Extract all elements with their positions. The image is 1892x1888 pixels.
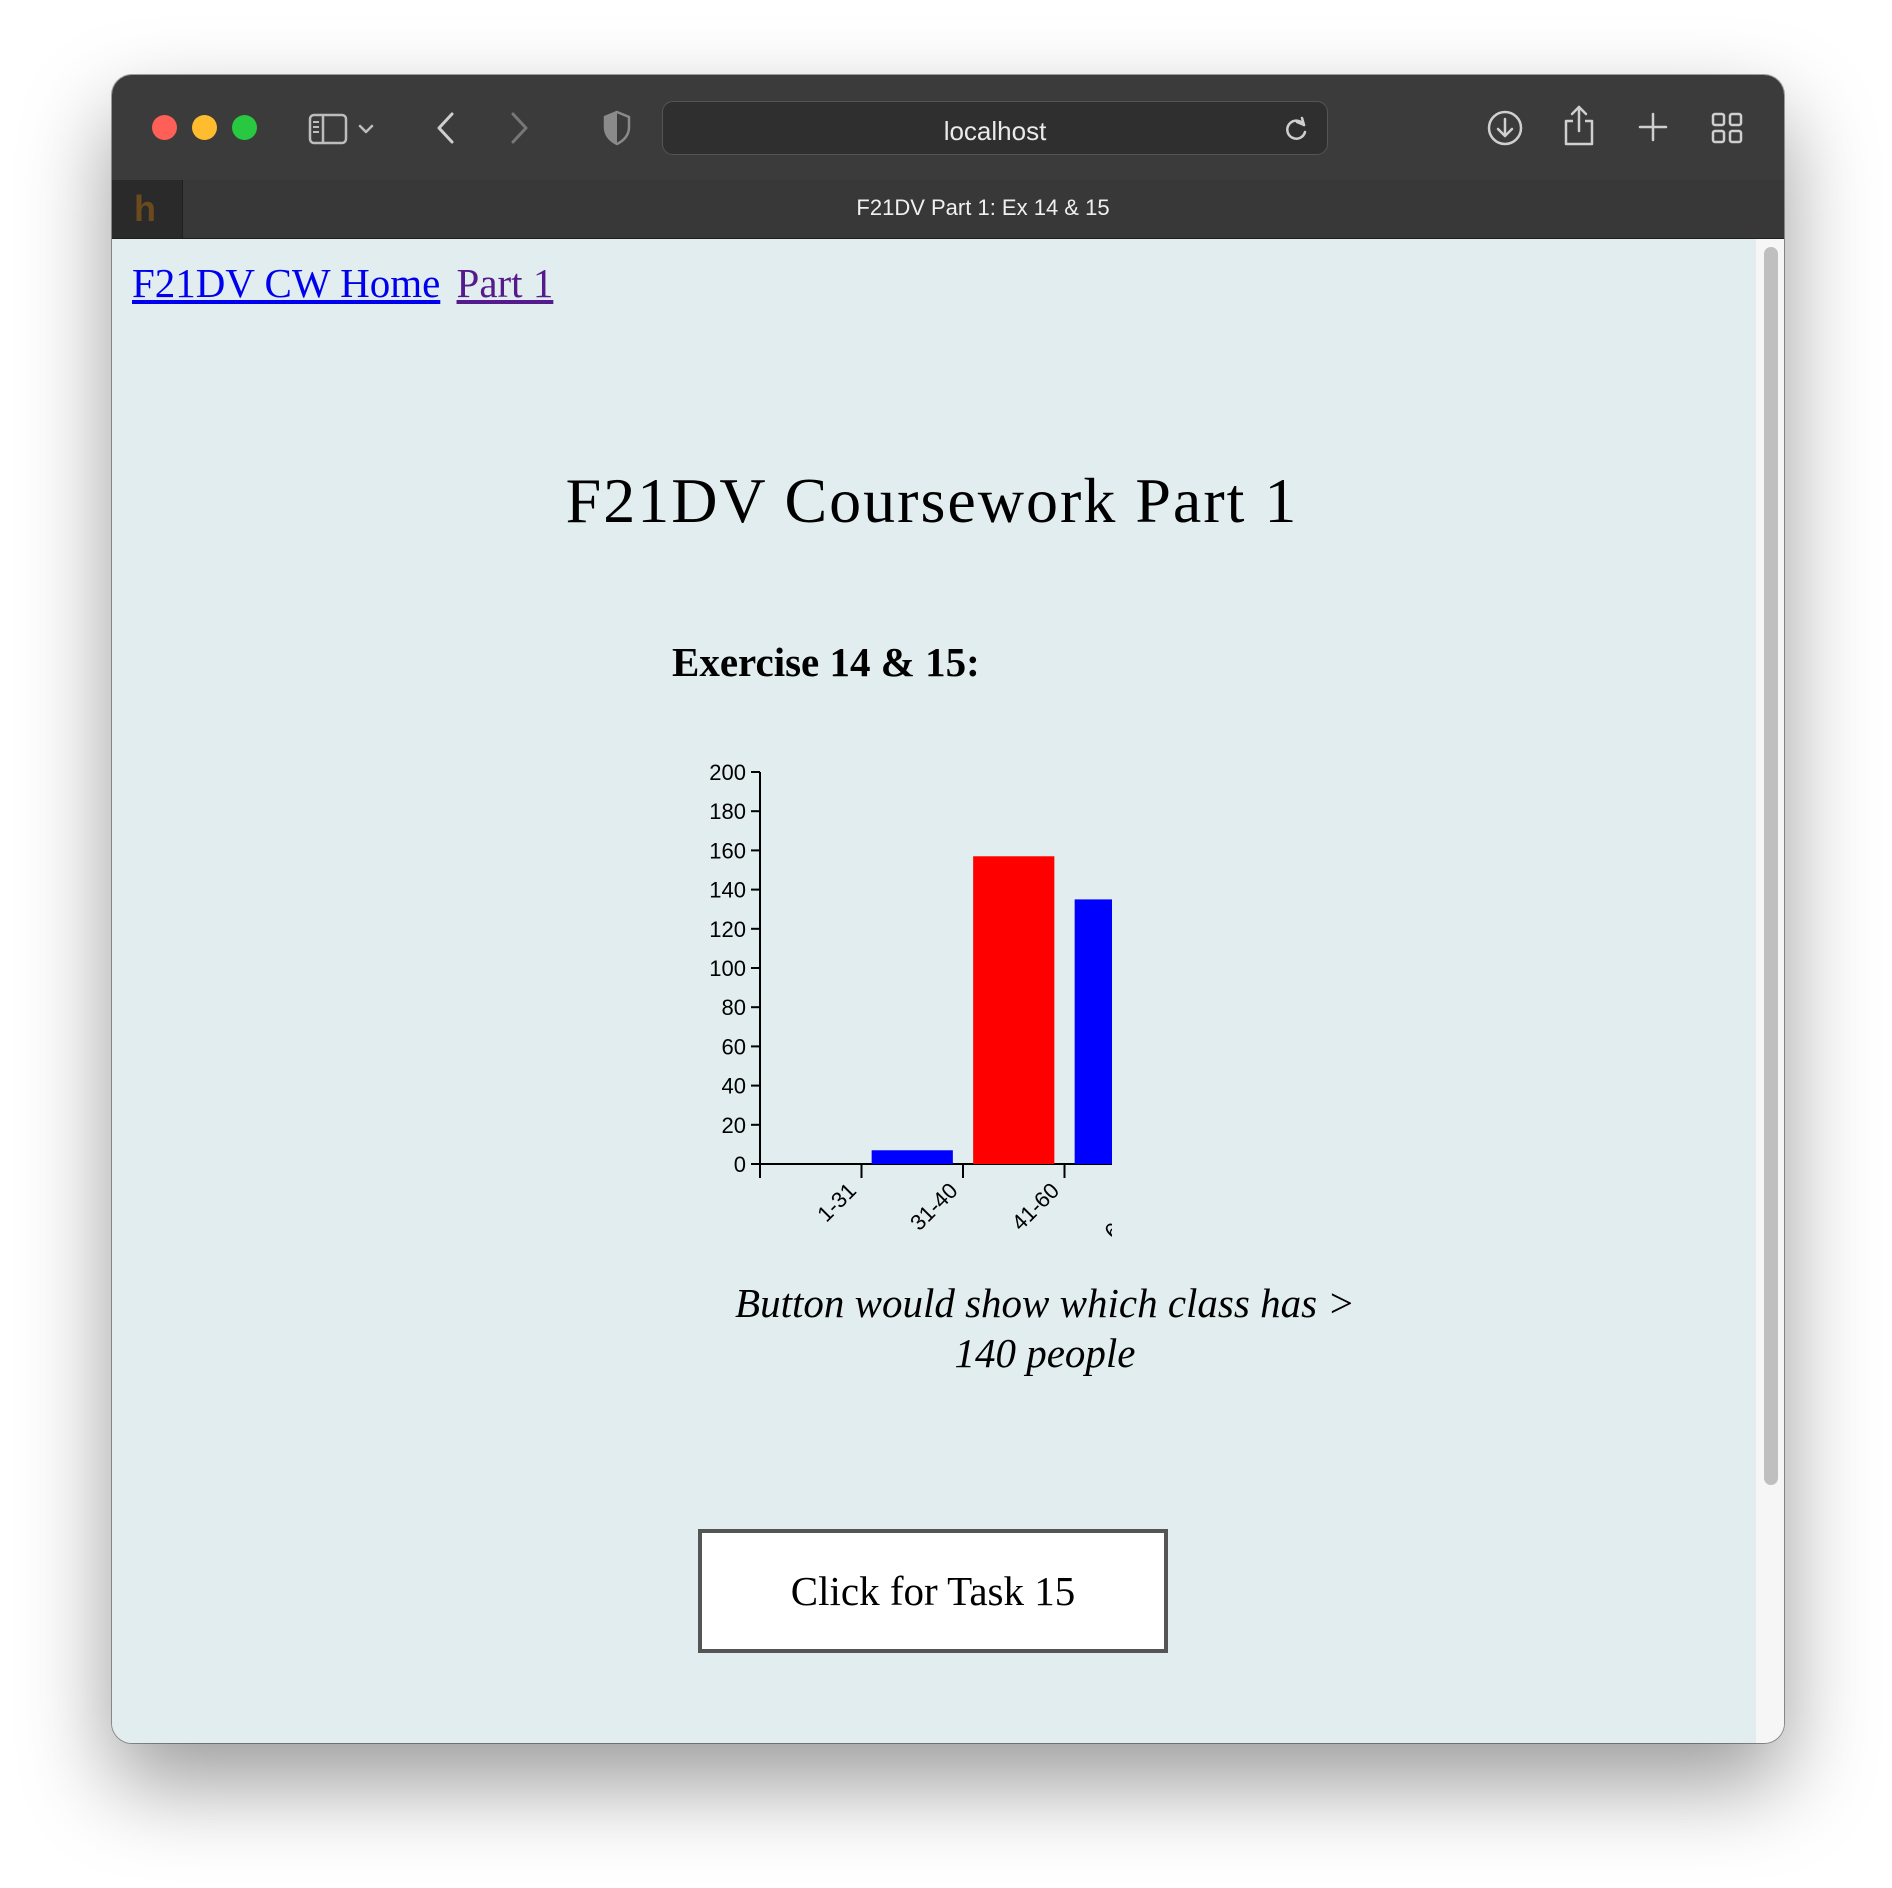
bar-chart: 0 20 40 60 80 100 120 140 160 180 200 1-31 31-40 41-6… — [709, 760, 1112, 1244]
y-tick-label: 140 — [709, 878, 746, 903]
task15-button[interactable]: Click for Task 15 — [698, 1529, 1168, 1653]
tab-active[interactable]: F21DV Part 1: Ex 14 & 15 — [856, 195, 1110, 220]
download-icon[interactable] — [1486, 109, 1524, 147]
tab-overview-icon[interactable] — [1710, 111, 1744, 145]
chart-caption: Button would show which class has > 140 … — [735, 1280, 1355, 1376]
page-content: F21DV CW Home Part 1 F21DV Coursework Pa… — [112, 239, 1784, 1743]
y-tick-label: 200 — [709, 760, 746, 785]
y-tick-label: 100 — [709, 956, 746, 981]
tab-bar: h F21DV Part 1: Ex 14 & 15 — [112, 180, 1784, 239]
browser-toolbar: localhost — [112, 75, 1784, 180]
y-tick-label: 120 — [709, 917, 746, 942]
address-text: localhost — [943, 116, 1047, 146]
favicon-letter: h — [134, 188, 156, 229]
scrollbar[interactable] — [1756, 239, 1784, 1743]
bar-31-40[interactable] — [871, 1150, 953, 1164]
part1-link[interactable]: Part 1 — [456, 260, 554, 306]
x-tick-label: 41-60 — [1007, 1178, 1064, 1235]
y-tick-label: 60 — [722, 1034, 746, 1059]
bar-61-100[interactable] — [1074, 899, 1112, 1164]
x-tick-label: 1-31 — [812, 1178, 861, 1227]
sidebar-icon[interactable] — [308, 113, 348, 145]
y-tick-label: 0 — [734, 1152, 746, 1177]
x-tick-label: 61-100 — [1099, 1178, 1112, 1244]
y-tick-label: 40 — [722, 1074, 746, 1099]
back-icon[interactable] — [434, 111, 458, 145]
share-icon[interactable] — [1562, 103, 1596, 147]
favicon-tab[interactable]: h — [112, 180, 183, 238]
reload-icon[interactable] — [1283, 116, 1309, 149]
x-tick-label: 31-40 — [905, 1178, 962, 1235]
shield-icon[interactable] — [602, 110, 632, 146]
minimize-window-button[interactable] — [192, 115, 217, 140]
y-tick-label: 20 — [722, 1113, 746, 1138]
zoom-window-button[interactable] — [232, 115, 257, 140]
top-nav: F21DV CW Home Part 1 — [132, 259, 553, 307]
y-tick-label: 160 — [709, 838, 746, 863]
chevron-down-icon[interactable] — [358, 123, 374, 135]
forward-icon[interactable] — [507, 111, 531, 145]
home-link[interactable]: F21DV CW Home — [132, 260, 441, 306]
bar-41-60[interactable] — [973, 856, 1055, 1164]
exercise-title: Exercise 14 & 15: — [672, 639, 980, 685]
page-title: F21DV Coursework Part 1 — [565, 465, 1299, 536]
y-tick-label: 80 — [722, 995, 746, 1020]
browser-window: localhost h F21DV Part 1: Ex 14 & 15 F21… — [112, 75, 1784, 1743]
new-tab-icon[interactable] — [1637, 111, 1669, 143]
y-tick-label: 180 — [709, 799, 746, 824]
close-window-button[interactable] — [152, 115, 177, 140]
address-bar[interactable]: localhost — [662, 101, 1328, 155]
scrollbar-thumb[interactable] — [1764, 247, 1778, 1485]
